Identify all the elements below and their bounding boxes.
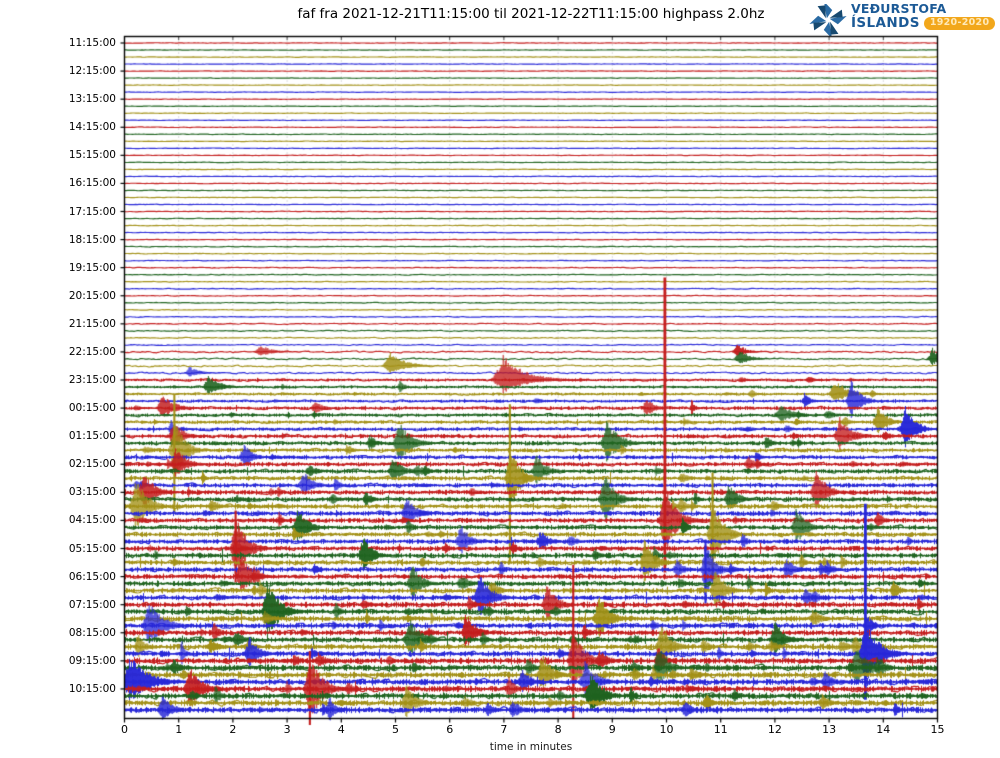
y-tick-label: 12:15:00 — [68, 65, 116, 78]
y-tick-label: 20:15:00 — [68, 289, 116, 302]
x-tick-label: 7 — [500, 723, 508, 736]
y-tick-label: 14:15:00 — [68, 121, 116, 134]
x-tick-label: 5 — [392, 723, 399, 736]
x-tick-label: 15 — [930, 723, 945, 736]
y-tick-label: 18:15:00 — [68, 233, 116, 246]
y-tick-label: 09:15:00 — [68, 654, 116, 667]
y-tick-label: 05:15:00 — [68, 542, 116, 555]
y-tick-label: 03:15:00 — [68, 486, 116, 499]
y-tick-label: 13:15:00 — [68, 93, 116, 106]
y-tick-label: 23:15:00 — [68, 374, 116, 386]
y-tick-label: 08:15:00 — [68, 626, 116, 639]
x-tick-label: 8 — [554, 723, 562, 736]
x-tick-label: 6 — [446, 723, 454, 736]
x-tick-label: 11 — [713, 723, 728, 736]
x-tick-label: 9 — [608, 723, 616, 736]
x-tick-label: 0 — [121, 723, 128, 736]
x-tick-label: 13 — [822, 723, 837, 736]
y-tick-label: 00:15:00 — [68, 402, 116, 415]
x-axis-title: time in minutes — [489, 741, 573, 753]
y-tick-label: 17:15:00 — [68, 205, 116, 218]
y-tick-label: 15:15:00 — [68, 149, 116, 162]
x-tick-label: 3 — [283, 723, 291, 736]
y-tick-label: 02:15:00 — [68, 458, 116, 471]
y-tick-label: 06:15:00 — [68, 570, 116, 583]
y-tick-label: 19:15:00 — [68, 261, 116, 274]
x-tick-label: 14 — [876, 723, 891, 736]
y-tick-label: 07:15:00 — [68, 598, 116, 611]
y-tick-label: 16:15:00 — [68, 177, 116, 190]
y-tick-label: 21:15:00 — [68, 317, 116, 330]
x-tick-label: 2 — [229, 723, 237, 736]
x-tick-label: 1 — [175, 723, 183, 736]
y-tick-label: 01:15:00 — [68, 430, 116, 443]
y-tick-label: 10:15:00 — [68, 682, 116, 695]
y-tick-label: 04:15:00 — [68, 514, 116, 527]
y-tick-label: 22:15:00 — [68, 345, 116, 358]
x-tick-label: 12 — [767, 723, 782, 736]
y-tick-label: 11:15:00 — [68, 37, 116, 49]
x-tick-label: 10 — [659, 723, 674, 736]
x-tick-label: 4 — [337, 723, 345, 736]
